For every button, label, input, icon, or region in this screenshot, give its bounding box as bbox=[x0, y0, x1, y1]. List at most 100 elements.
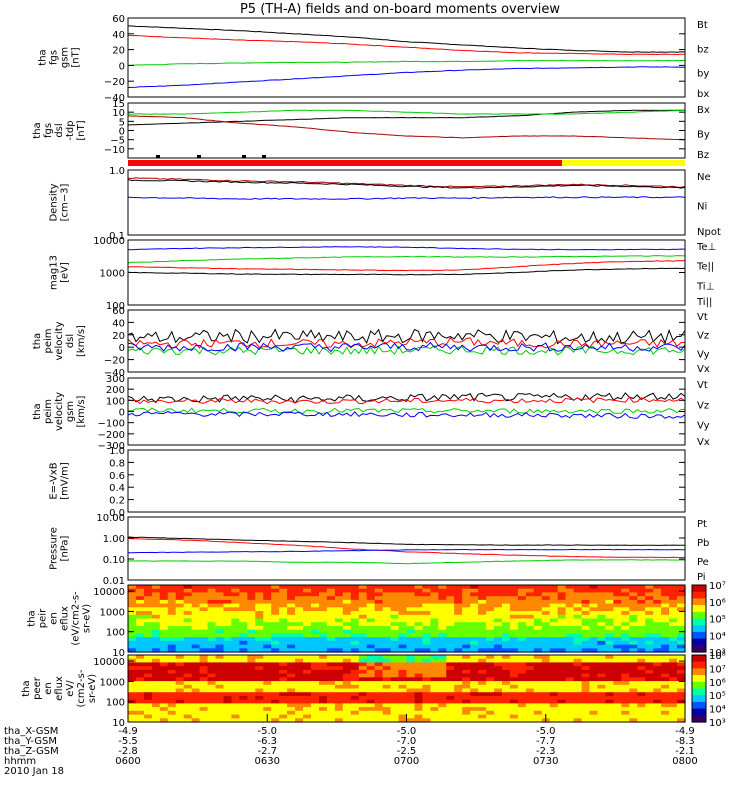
x-tick-label: 0700 bbox=[394, 756, 419, 767]
heatmap-cell bbox=[390, 637, 400, 642]
heatmap-cell bbox=[215, 644, 225, 649]
heatmap-cell bbox=[573, 658, 583, 663]
heatmap-cell bbox=[486, 655, 495, 660]
heatmap-cell bbox=[334, 648, 344, 653]
heatmap-cell bbox=[509, 655, 519, 660]
heatmap-cell bbox=[486, 633, 495, 638]
heatmap-cell bbox=[398, 681, 408, 686]
heatmap-cell bbox=[167, 607, 177, 612]
heatmap-cell bbox=[613, 640, 622, 646]
heatmap-cell bbox=[398, 588, 408, 593]
heatmap-cell bbox=[223, 618, 233, 623]
heatmap-cell bbox=[326, 681, 336, 686]
heatmap-cell bbox=[183, 640, 193, 646]
heatmap-cell bbox=[199, 718, 209, 723]
heatmap-cell bbox=[645, 692, 654, 697]
heatmap-cell bbox=[533, 707, 543, 712]
heatmap-cell bbox=[637, 633, 646, 638]
heatmap-cell bbox=[382, 625, 392, 631]
heatmap-cell bbox=[573, 633, 583, 638]
heatmap-cell bbox=[358, 655, 368, 660]
heatmap-cell bbox=[414, 692, 424, 697]
heatmap-cell bbox=[669, 648, 678, 653]
colorbar-segment bbox=[692, 668, 706, 676]
heatmap-cell bbox=[143, 585, 153, 590]
y-tick-label: 0.8 bbox=[109, 458, 125, 469]
heatmap-cell bbox=[438, 618, 447, 623]
heatmap-cell bbox=[223, 607, 233, 612]
heatmap-cell bbox=[669, 640, 678, 646]
heatmap-cell bbox=[454, 710, 463, 716]
heatmap-cell bbox=[215, 592, 225, 597]
heatmap-cell bbox=[589, 684, 599, 690]
heatmap-cell bbox=[215, 648, 225, 653]
heatmap-cell bbox=[295, 673, 304, 678]
heatmap-cell bbox=[287, 714, 296, 719]
y-tick-label: 300 bbox=[106, 374, 125, 385]
heatmap-cell bbox=[199, 692, 209, 697]
series-line-Vz bbox=[127, 337, 686, 350]
heatmap-cell bbox=[589, 714, 599, 719]
heatmap-cell bbox=[549, 655, 559, 660]
heatmap-cell bbox=[128, 684, 137, 690]
heatmap-cell bbox=[462, 644, 471, 649]
colorbar-segment bbox=[692, 585, 706, 593]
heatmap-cell bbox=[549, 695, 559, 701]
heatmap-cell bbox=[128, 677, 137, 682]
heatmap-cell bbox=[350, 648, 360, 653]
heatmap-cell bbox=[597, 644, 607, 649]
heatmap-cell bbox=[661, 622, 670, 627]
heatmap-cell bbox=[287, 629, 296, 634]
heatmap-cell bbox=[517, 718, 527, 723]
y-axis-label: [km/s] bbox=[76, 325, 87, 357]
heatmap-cell bbox=[573, 703, 583, 708]
heatmap-cell bbox=[517, 588, 527, 593]
heatmap-cell bbox=[199, 666, 209, 671]
y-tick-label: −20 bbox=[104, 77, 125, 88]
heatmap-cell bbox=[199, 640, 209, 646]
heatmap-cell bbox=[509, 596, 519, 601]
heatmap-cell bbox=[215, 710, 225, 716]
heatmap-cell bbox=[191, 703, 201, 708]
heatmap-cell bbox=[422, 603, 431, 608]
heatmap-cell bbox=[374, 673, 384, 678]
heatmap-cell bbox=[581, 640, 591, 646]
heatmap-cell bbox=[414, 596, 424, 601]
heatmap-cell bbox=[438, 703, 447, 708]
heatmap-cell bbox=[669, 629, 678, 634]
heatmap-cell bbox=[462, 658, 471, 663]
heatmap-cell bbox=[215, 673, 225, 678]
heatmap-cell bbox=[279, 585, 288, 590]
heatmap-cell bbox=[669, 603, 678, 608]
heatmap-cell bbox=[653, 588, 662, 593]
heatmap-cell bbox=[167, 669, 177, 675]
heatmap-cell bbox=[398, 603, 408, 608]
heatmap-cell bbox=[661, 629, 670, 634]
heatmap-cell bbox=[374, 714, 384, 719]
heatmap-cell bbox=[271, 677, 280, 682]
y-axis-label: eflux bbox=[54, 676, 65, 701]
heatmap-cell bbox=[422, 688, 431, 693]
heatmap-cell bbox=[303, 655, 312, 660]
heatmap-cell bbox=[247, 662, 256, 667]
heatmap-cell bbox=[629, 625, 638, 631]
heatmap-cell bbox=[669, 611, 678, 616]
y-tick-label: 0.1 bbox=[109, 231, 125, 242]
heatmap-cell bbox=[446, 718, 455, 723]
heatmap-cell bbox=[239, 688, 248, 693]
heatmap-cell bbox=[326, 714, 336, 719]
heatmap-cell bbox=[557, 681, 567, 686]
heatmap-cell bbox=[159, 644, 169, 649]
heatmap-cell bbox=[438, 684, 447, 690]
heatmap-cell bbox=[430, 658, 439, 663]
heatmap-cell bbox=[398, 688, 408, 693]
heatmap-cell bbox=[486, 710, 495, 716]
heatmap-cell bbox=[295, 692, 304, 697]
heatmap-cell bbox=[589, 599, 599, 605]
heatmap-cell bbox=[311, 666, 320, 671]
heatmap-cell bbox=[645, 599, 654, 605]
heatmap-cell bbox=[677, 633, 686, 638]
heatmap-cell bbox=[573, 688, 583, 693]
heatmap-cell bbox=[502, 681, 511, 686]
heatmap-cell bbox=[128, 618, 137, 623]
